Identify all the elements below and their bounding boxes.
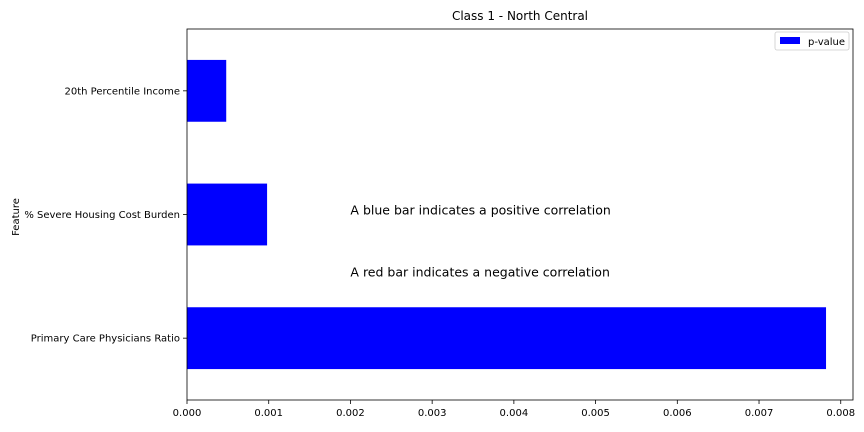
- legend-swatch: [780, 37, 800, 44]
- legend-label: p-value: [808, 37, 845, 48]
- y-tick-labels: Primary Care Physicians Ratio % Severe Ho…: [24, 86, 187, 345]
- y-axis-label: Feature: [11, 198, 22, 236]
- bar-1: [187, 183, 268, 246]
- annotation-1: A red bar indicates a negative correlati…: [350, 264, 609, 279]
- x-tick-label-8: 0.008: [826, 408, 855, 419]
- x-tick-label-6: 0.006: [663, 408, 692, 419]
- x-tick-label-1: 0.001: [254, 408, 283, 419]
- annotations: A blue bar indicates a positive correlat…: [350, 203, 610, 280]
- x-tick-label-7: 0.007: [745, 408, 774, 419]
- y-tick-label-2: 20th Percentile Income: [65, 86, 180, 97]
- annotation-0: A blue bar indicates a positive correlat…: [350, 203, 610, 218]
- y-tick-label-0: Primary Care Physicians Ratio: [31, 334, 180, 345]
- bars-group: [187, 59, 827, 370]
- legend-box: [774, 31, 850, 51]
- legend: p-value: [774, 31, 850, 51]
- x-ticks: 0.000 0.001 0.002 0.003 0.004 0.005 0.006 0.007…: [173, 400, 855, 419]
- x-tick-label-4: 0.004: [500, 408, 529, 419]
- x-tick-label-3: 0.003: [418, 408, 447, 419]
- bar-2: [187, 59, 227, 122]
- x-tick-label-5: 0.005: [581, 408, 610, 419]
- bar-0: [187, 307, 827, 370]
- x-tick-label-0: 0.000: [173, 408, 202, 419]
- plot-frame: [186, 28, 854, 401]
- x-tick-label-2: 0.002: [336, 408, 365, 419]
- y-tick-label-1: % Severe Housing Cost Burden: [24, 210, 180, 221]
- chart-title: Class 1 - North Central: [452, 9, 588, 23]
